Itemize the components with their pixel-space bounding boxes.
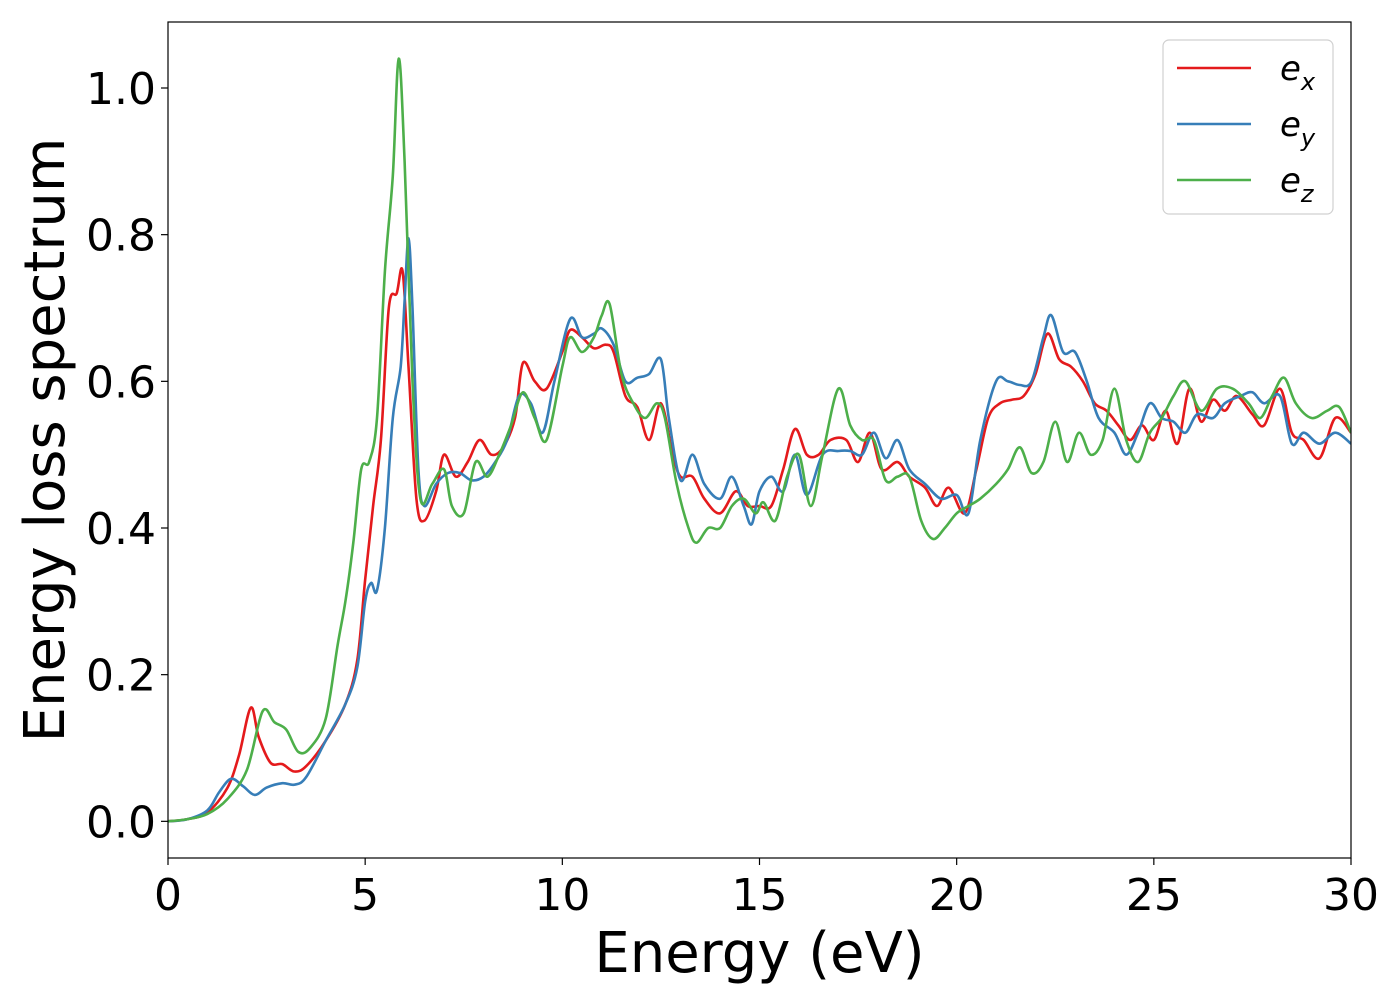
y-tick-label: 0.2 xyxy=(86,651,156,702)
legend-entry-x: ex xyxy=(1280,49,1316,96)
x-tick-label: 0 xyxy=(154,870,182,921)
legend-box xyxy=(1162,39,1334,215)
legend-entry-z: ez xyxy=(1280,161,1315,208)
x-tick-label: 5 xyxy=(351,870,379,921)
ticks-layer: 0 5 10 15 20 25 30 0.0 0.2 0.4 0.6 0.8 1.0 xyxy=(86,64,1379,921)
y-tick-label: 0.6 xyxy=(86,357,156,408)
x-axis-label: Energy (eV) xyxy=(594,921,924,986)
legend-entry-y: ey xyxy=(1280,105,1316,152)
y-axis-label: Energy loss spectrum xyxy=(13,138,78,743)
legend: ex ey ez xyxy=(1162,39,1334,215)
x-tick-label: 10 xyxy=(534,870,590,921)
series-line-x xyxy=(168,267,1351,823)
y-tick-label: 0.8 xyxy=(86,211,156,262)
x-tick-label: 30 xyxy=(1323,870,1379,921)
y-tick-label: 0.0 xyxy=(86,797,156,848)
x-tick-label: 25 xyxy=(1126,870,1182,921)
y-tick-label: 0.4 xyxy=(86,504,156,555)
series-layer xyxy=(168,57,1351,823)
y-tick-label: 1.0 xyxy=(86,64,156,115)
series-line-y xyxy=(168,236,1351,823)
series-line-z xyxy=(168,57,1351,823)
x-tick-label: 15 xyxy=(732,870,788,921)
x-tick-label: 20 xyxy=(929,870,985,921)
